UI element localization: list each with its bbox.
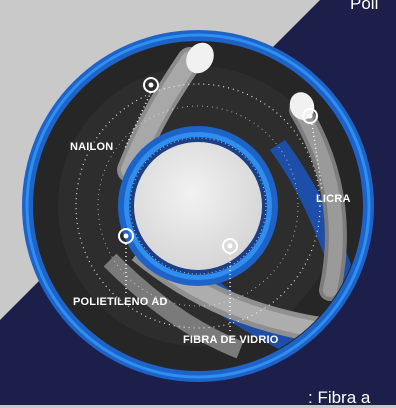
label-licra: LICRA bbox=[316, 193, 351, 205]
outer-ring-highlight bbox=[25, 33, 371, 379]
white-core bbox=[134, 142, 262, 270]
label-nailon: NAILON bbox=[70, 141, 114, 153]
licra-tube-end bbox=[289, 92, 315, 120]
nailon-tube-end bbox=[186, 42, 214, 74]
marker-fibra-vidrio bbox=[222, 238, 238, 254]
cropped-top-text: Poli bbox=[350, 0, 379, 13]
label-fibra-vidrio: FIBRA DE VIDRIO bbox=[183, 334, 279, 346]
cropped-bottom-text: : Fibra a bbox=[308, 388, 371, 407]
marker-polietileno bbox=[118, 228, 134, 244]
label-polietileno: POLIETILENO AD bbox=[73, 296, 168, 308]
marker-licra bbox=[302, 108, 318, 124]
